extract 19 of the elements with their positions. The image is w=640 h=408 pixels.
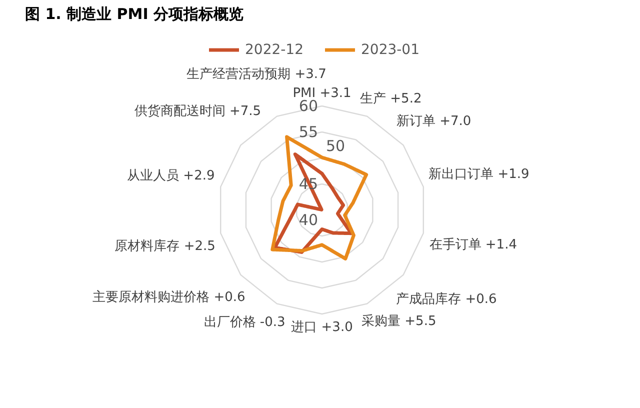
spoke-label: 主要原材料购进价格 +0.6 bbox=[92, 288, 246, 305]
spoke-label: 进口 +3.0 bbox=[291, 320, 353, 335]
spoke-label: 出厂价格 -0.3 bbox=[204, 314, 286, 330]
spoke-label: 新出口订单 +1.9 bbox=[428, 167, 530, 182]
y-tick-label: 40 bbox=[298, 211, 318, 229]
chart-title: 图 1. 制造业 PMI 分项指标概览 bbox=[25, 5, 244, 23]
y-tick-label: 55 bbox=[298, 123, 318, 141]
spoke-label: 在手订单 +1.4 bbox=[429, 237, 517, 252]
spoke-label: 新订单 +7.0 bbox=[396, 114, 472, 129]
spoke-label: 从业人员 +2.9 bbox=[127, 168, 215, 184]
spoke-label: 产成品库存 +0.6 bbox=[396, 292, 497, 308]
legend-label: 2023-01 bbox=[361, 42, 420, 58]
spoke-label: 采购量 +5.5 bbox=[362, 314, 436, 329]
spoke-label: 供货商配送时间 +7.5 bbox=[134, 104, 262, 119]
y-tick-label: 50 bbox=[326, 137, 346, 155]
spoke-label: 生产 +5.2 bbox=[360, 92, 422, 107]
legend-label: 2022-12 bbox=[245, 42, 304, 58]
spoke-label: 原材料库存 +2.5 bbox=[114, 238, 216, 254]
spoke-label: 生产经营活动预期 +3.7 bbox=[186, 66, 326, 82]
